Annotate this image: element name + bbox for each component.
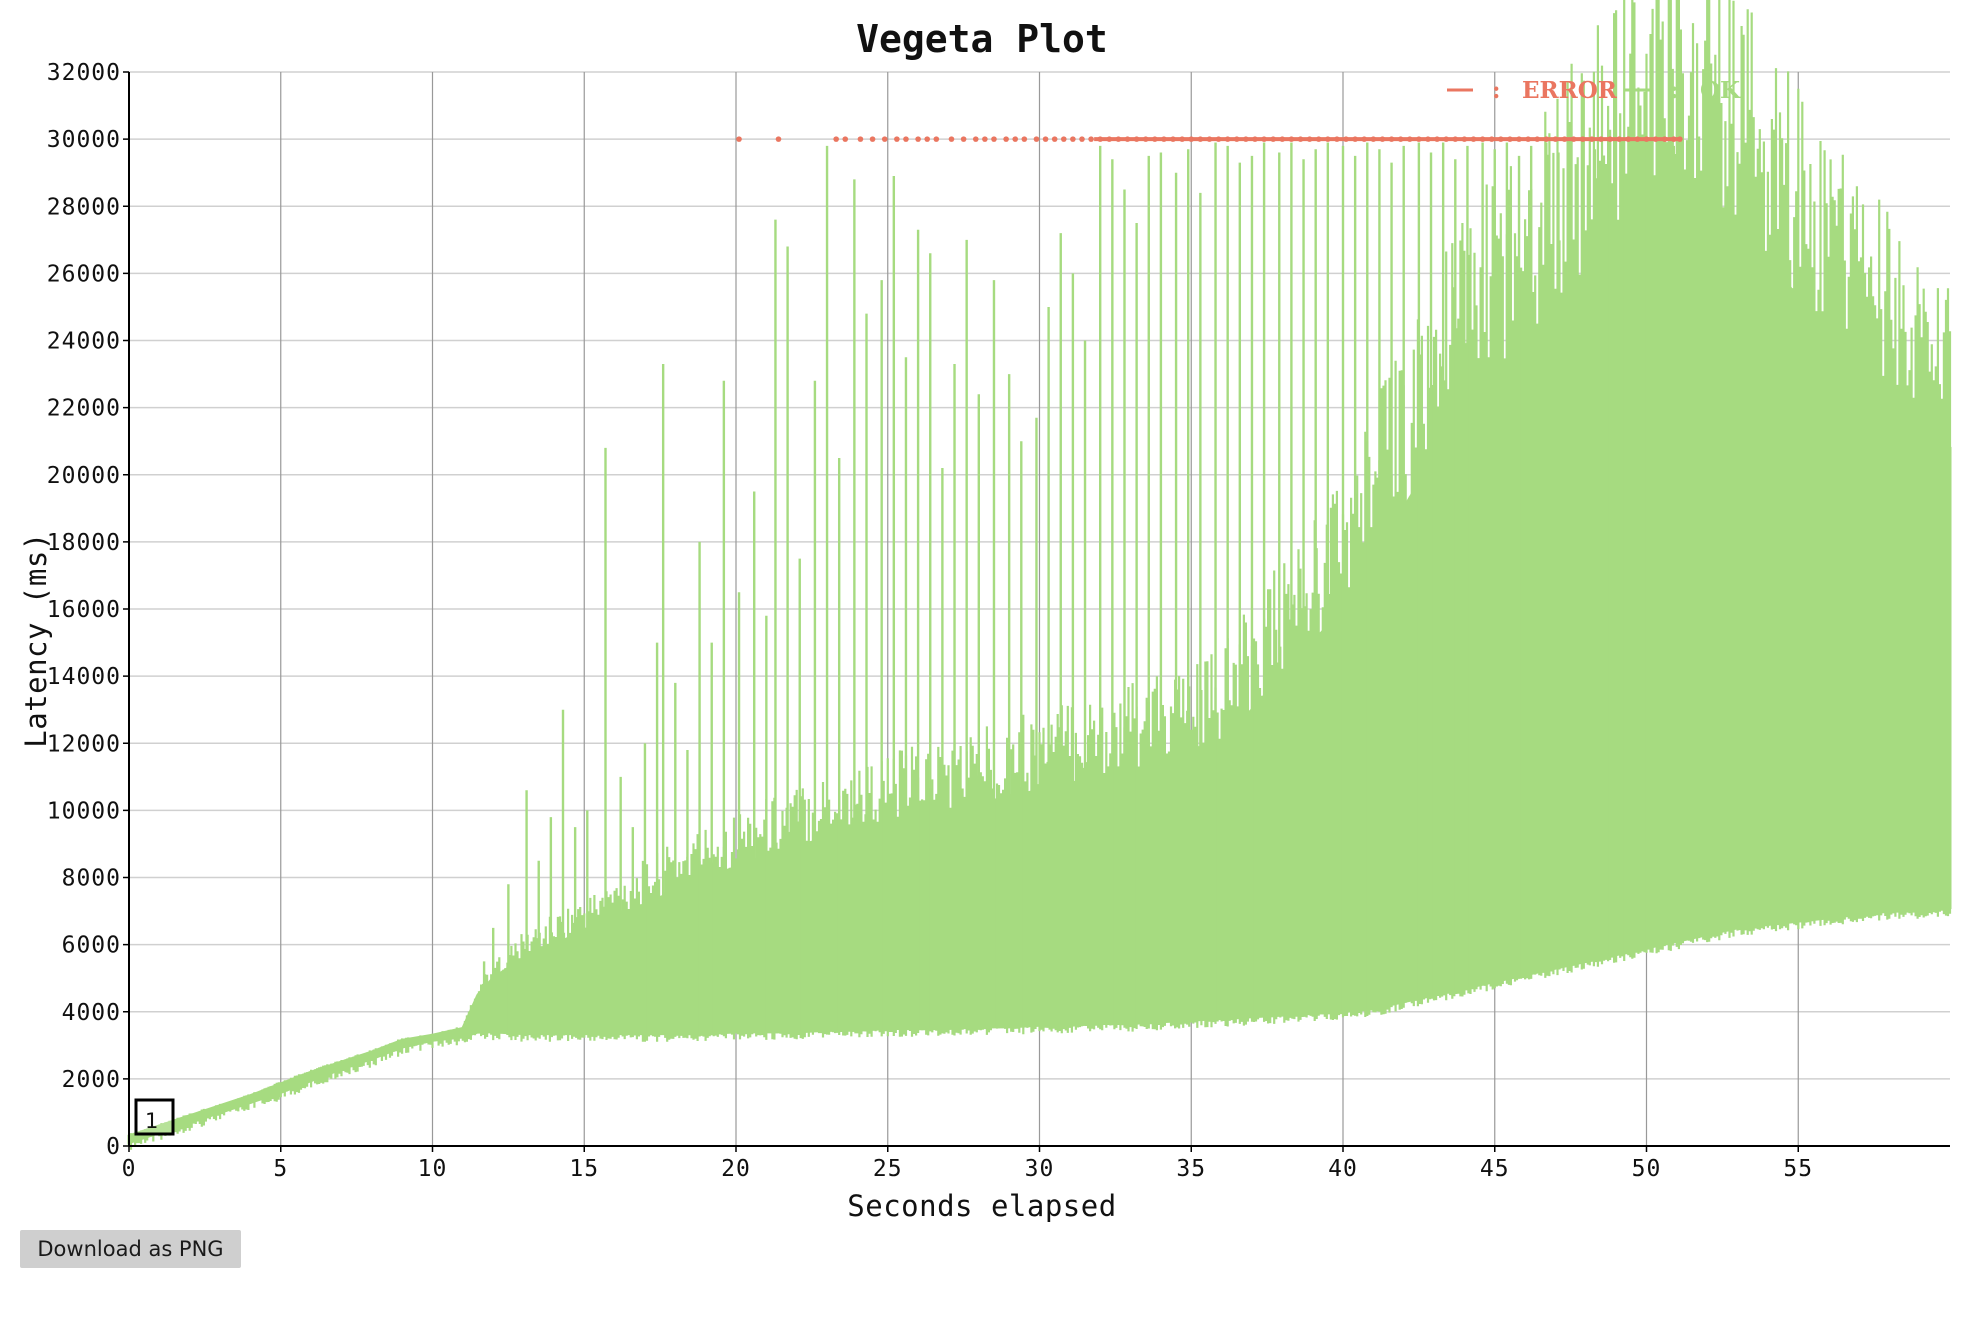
axis-layer: 0 2000 4000 6000 8000 10000 12000 14000 16000 180… (47, 60, 1950, 1182)
error-point (1033, 136, 1040, 142)
y-tick-label: 8000 (62, 866, 121, 892)
error-point (991, 136, 997, 142)
x-tick-label: 25 (873, 1156, 903, 1182)
x-tick-label: 5 (273, 1156, 288, 1182)
legend-ok-label: OK (1700, 77, 1741, 104)
y-tick-label: 18000 (47, 530, 121, 556)
error-point (869, 136, 876, 142)
y-tick-label: 14000 (47, 664, 121, 690)
legend-ok-separator: : (1670, 77, 1679, 104)
error-point (1088, 136, 1094, 142)
x-tick-label: 20 (721, 1156, 751, 1182)
y-tick-label: 6000 (62, 933, 121, 959)
error-point (972, 136, 979, 142)
error-point (736, 136, 742, 142)
error-point (982, 136, 988, 142)
x-tick-label: 10 (418, 1156, 448, 1182)
y-tick-label: 12000 (47, 731, 121, 757)
y-tick-label: 4000 (62, 1000, 121, 1026)
x-tick-label: 15 (569, 1156, 599, 1182)
annotation-box-outline (134, 1098, 175, 1136)
y-tick-label: 30000 (47, 127, 121, 153)
error-point (894, 136, 900, 142)
x-tick-label: 55 (1783, 1156, 1813, 1182)
series-ok-layer (127, 0, 1952, 1150)
error-point (960, 136, 967, 142)
error-point (775, 136, 782, 142)
y-tick-label: 32000 (47, 60, 121, 86)
error-point (915, 136, 921, 142)
y-tick-label: 22000 (47, 396, 121, 422)
y-tick-label: 0 (106, 1134, 121, 1160)
error-point (881, 136, 888, 142)
error-point (842, 136, 849, 142)
error-point (933, 136, 940, 142)
series-error-layer (736, 136, 1683, 142)
error-point (1070, 136, 1076, 142)
legend: ERROR : : OK (1447, 77, 1741, 104)
error-point (1060, 136, 1067, 142)
x-tick-label: 40 (1328, 1156, 1358, 1182)
error-point (903, 136, 909, 142)
annotation-label: 1 (145, 1109, 158, 1133)
x-tick-label: 30 (1025, 1156, 1055, 1182)
y-tick-label: 2000 (62, 1067, 121, 1093)
y-tick-label: 24000 (47, 329, 121, 355)
legend-error-label: ERROR (1522, 77, 1618, 104)
x-tick-label: 0 (122, 1156, 137, 1182)
y-tick-label: 28000 (47, 194, 121, 220)
y-tick-label: 16000 (47, 597, 121, 623)
error-point (1051, 136, 1058, 142)
y-axis-label: Latency (ms) (19, 532, 53, 748)
error-point (924, 136, 931, 142)
legend-error-separator: : (1492, 77, 1501, 104)
error-point (1021, 136, 1028, 142)
error-point (948, 136, 955, 142)
error-point (1012, 136, 1019, 142)
error-point (833, 136, 839, 142)
y-tick-label: 20000 (47, 463, 121, 489)
error-point (857, 136, 864, 142)
error-point (1003, 136, 1009, 142)
download-png-button[interactable]: Download as PNG (20, 1230, 241, 1268)
chart-title: Vegeta Plot (856, 17, 1108, 61)
y-tick-label: 10000 (47, 798, 121, 824)
x-axis-label: Seconds elapsed (847, 1189, 1116, 1223)
error-point (1042, 136, 1049, 142)
annotation-marker[interactable]: 1 (134, 1098, 175, 1136)
y-tick-label: 26000 (47, 261, 121, 287)
x-tick-label: 35 (1176, 1156, 1206, 1182)
x-tick-label: 45 (1480, 1156, 1510, 1182)
error-point (1079, 136, 1085, 142)
x-tick-label: 50 (1632, 1156, 1662, 1182)
